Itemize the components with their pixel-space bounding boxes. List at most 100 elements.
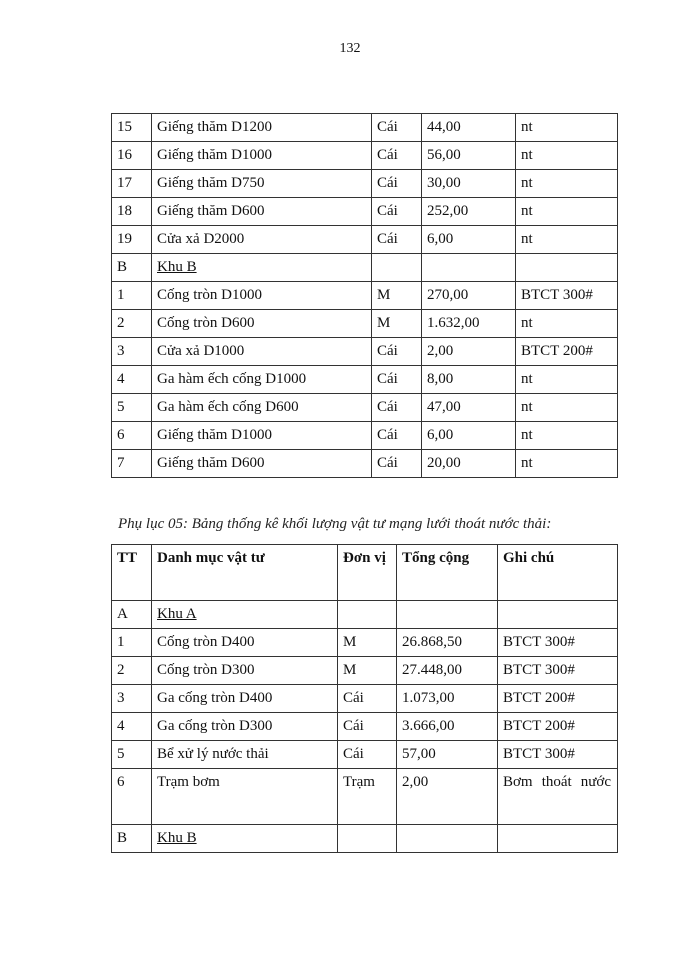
cell-note: Bơm thoát nước [497,768,618,825]
cell-item-name: Cửa xả D2000 [151,225,372,254]
cell-quantity: 27.448,00 [396,656,498,685]
cell-note: nt [515,309,618,338]
cell-note: BTCT 200# [497,684,618,713]
cell-row-number: 16 [111,141,152,170]
page-number: 132 [339,41,361,56]
cell-item-name: Ga cống tròn D400 [151,684,338,713]
cell-note: nt [515,365,618,394]
cell-item-name: Giếng thăm D1200 [151,113,372,142]
cell-quantity [396,600,498,629]
header-total: Tổng cộng [396,544,498,601]
cell-unit: Cái [371,141,422,170]
table-row: 6 Giếng thăm D1000 Cái 6,00 nt [111,421,618,450]
cell-note: nt [515,421,618,450]
cell-row-number: A [111,600,152,629]
table-row: 16 Giếng thăm D1000 Cái 56,00 nt [111,141,618,170]
cell-row-number: 18 [111,197,152,226]
cell-item-name: Giếng thăm D750 [151,169,372,198]
cell-note [515,253,618,282]
cell-unit [371,253,422,282]
cell-item-name: Cống tròn D400 [151,628,338,657]
material-table-continued: 15 Giếng thăm D1200 Cái 44,00 nt 16 Giếng thăm… [111,113,618,478]
cell-note: BTCT 300# [497,740,618,769]
table-row: 2 Cống tròn D300 M 27.448,00 BTCT 300# [111,656,618,685]
cell-item-name: Trạm bơm [151,768,338,825]
cell-row-number: 4 [111,712,152,741]
cell-unit [337,824,397,853]
table-row: 4 Ga hàm ếch cống D1000 Cái 8,00 nt [111,365,618,394]
cell-quantity: 2,00 [421,337,516,366]
cell-note [497,600,618,629]
cell-row-number: 4 [111,365,152,394]
cell-row-number: 5 [111,393,152,422]
cell-row-number: 2 [111,656,152,685]
cell-row-number: 17 [111,169,152,198]
cell-quantity: 1.632,00 [421,309,516,338]
cell-note [497,824,618,853]
cell-row-number: 7 [111,449,152,478]
cell-item-name: Giếng thăm D600 [151,197,372,226]
cell-item-name: Ga cống tròn D300 [151,712,338,741]
cell-quantity [396,824,498,853]
cell-note: BTCT 300# [497,656,618,685]
cell-row-number: 5 [111,740,152,769]
cell-row-number: 3 [111,337,152,366]
table-row: 1 Cống tròn D1000 M 270,00 BTCT 300# [111,281,618,310]
cell-item-name: Bể xử lý nước thải [151,740,338,769]
cell-unit [337,600,397,629]
cell-item-name: Cửa xả D1000 [151,337,372,366]
cell-note: nt [515,225,618,254]
header-note: Ghi chú [497,544,618,601]
cell-quantity: 26.868,50 [396,628,498,657]
cell-item-name: Ga hàm ếch cống D1000 [151,365,372,394]
cell-item-name: Giếng thăm D600 [151,449,372,478]
cell-quantity: 252,00 [421,197,516,226]
cell-note: nt [515,141,618,170]
cell-quantity: 8,00 [421,365,516,394]
table-row: 7 Giếng thăm D600 Cái 20,00 nt [111,449,618,478]
table-row: 3 Ga cống tròn D400 Cái 1.073,00 BTCT 200# [111,684,618,713]
table-row: B Khu B [111,253,618,282]
cell-item-name: Giếng thăm D1000 [151,141,372,170]
cell-unit: Cái [371,421,422,450]
cell-item-name: Khu B [151,253,372,282]
cell-unit: Cái [337,684,397,713]
cell-note: nt [515,449,618,478]
cell-item-name: Cống tròn D1000 [151,281,372,310]
table-row: 6 Trạm bơm Trạm 2,00 Bơm thoát nước [111,768,618,825]
cell-unit: M [371,281,422,310]
cell-row-number: 6 [111,768,152,825]
table-row: 15 Giếng thăm D1200 Cái 44,00 nt [111,113,618,142]
table-row: 5 Ga hàm ếch cống D600 Cái 47,00 nt [111,393,618,422]
cell-quantity: 30,00 [421,169,516,198]
table-row: 2 Cống tròn D600 M 1.632,00 nt [111,309,618,338]
cell-row-number: 2 [111,309,152,338]
cell-item-name: Cống tròn D300 [151,656,338,685]
header-item: Danh mục vật tư [151,544,338,601]
cell-unit: Cái [371,169,422,198]
cell-row-number: 1 [111,281,152,310]
cell-item-name: Khu A [151,600,338,629]
cell-row-number: 6 [111,421,152,450]
cell-unit: Cái [371,337,422,366]
cell-unit: Cái [371,225,422,254]
cell-item-name: Khu B [151,824,338,853]
cell-note: BTCT 300# [515,281,618,310]
cell-item-name: Giếng thăm D1000 [151,421,372,450]
cell-quantity: 57,00 [396,740,498,769]
cell-quantity [421,253,516,282]
cell-unit: Cái [371,197,422,226]
cell-note: BTCT 200# [515,337,618,366]
header-unit: Đơn vị [337,544,397,601]
cell-quantity: 56,00 [421,141,516,170]
cell-unit: M [371,309,422,338]
cell-item-name: Cống tròn D600 [151,309,372,338]
table-row: B Khu B [111,824,618,853]
cell-row-number: 1 [111,628,152,657]
cell-item-name: Ga hàm ếch cống D600 [151,393,372,422]
table-row: 18 Giếng thăm D600 Cái 252,00 nt [111,197,618,226]
cell-row-number: B [111,253,152,282]
header-tt: TT [111,544,152,601]
table-header-row: TT Danh mục vật tư Đơn vị Tổng cộng Ghi … [111,544,618,601]
appendix-caption: Phụ lục 05: Bảng thống kê khối lượng vật… [118,516,552,532]
